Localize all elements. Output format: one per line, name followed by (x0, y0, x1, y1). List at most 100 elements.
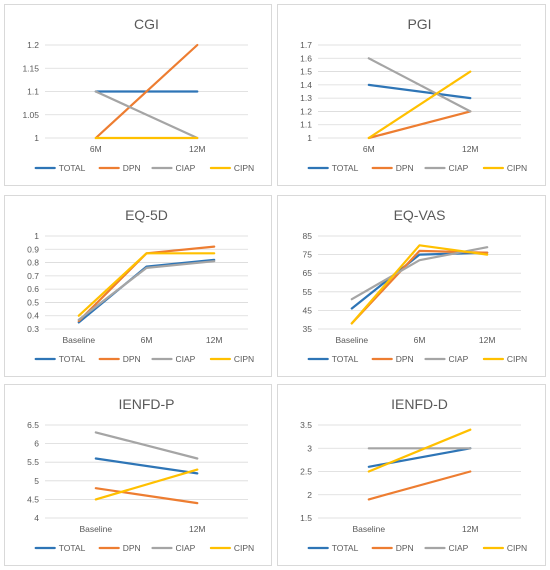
legend-label-dpn: DPN (123, 163, 141, 173)
series-line-dpn (94, 487, 199, 505)
legend-label-total: TOTAL (332, 163, 359, 173)
chart-svg-ienfd-d: IENFD-D 1.5 2 2.5 3 3.5 Baseline 12M TOTAL DPN CIA… (300, 396, 527, 553)
y-tick-label: 1 (307, 133, 312, 143)
series-line-dpn (94, 43, 199, 140)
x-tick-label: 6M (141, 335, 153, 345)
chart-panel-pgi: PGI 1 1.1 1.2 1.3 1.4 1.5 1.6 1.7 6M 12M TOTAL DPN CI… (277, 4, 546, 186)
chart-title: IENFD-P (119, 396, 175, 412)
y-tick-label: 1.2 (300, 106, 312, 116)
series-line-dpn (367, 110, 472, 140)
x-tick-label: Baseline (63, 335, 96, 345)
chart-svg-eq-5d: EQ-5D 0.3 0.4 0.5 0.6 0.7 0.8 0.9 1 Baseline 6M 12M… (27, 207, 254, 364)
legend-label-ciap: CIAP (176, 354, 196, 364)
y-tick-label: 6.5 (27, 420, 39, 430)
y-tick-label: 65 (303, 268, 313, 278)
chart-title: CGI (134, 16, 159, 32)
y-tick-label: 2 (307, 490, 312, 500)
y-tick-label: 1.5 (300, 67, 312, 77)
y-tick-label: 1 (34, 133, 39, 143)
x-tick-label: 6M (90, 144, 102, 154)
y-tick-label: 1 (34, 231, 39, 241)
legend-label-ciap: CIAP (449, 354, 469, 364)
series-line-total (350, 251, 489, 310)
x-tick-label: 12M (206, 335, 223, 345)
y-tick-label: 1.2 (27, 40, 39, 50)
chart-panel-eq-vas: EQ-VAS 35 45 55 65 75 85 Baseline 6M 12M TOTAL DPN C… (277, 195, 546, 377)
series-line-cipn (350, 244, 489, 325)
chart-panel-cgi: CGI 1 1.05 1.1 1.15 1.2 6M 12M TOTAL DPN CIAP CIPN (4, 4, 272, 186)
series-line-ciap (77, 260, 216, 321)
y-tick-label: 1.1 (300, 120, 312, 130)
y-tick-label: 0.9 (27, 244, 39, 254)
y-tick-label: 6 (34, 439, 39, 449)
chart-svg-eq-vas: EQ-VAS 35 45 55 65 75 85 Baseline 6M 12M TOTAL DPN C… (303, 207, 528, 364)
legend-label-ciap: CIAP (449, 163, 469, 173)
x-tick-label: 12M (189, 144, 206, 154)
y-tick-label: 2.5 (300, 467, 312, 477)
legend-label-dpn: DPN (396, 163, 414, 173)
x-tick-label: 12M (462, 144, 479, 154)
y-tick-label: 5 (34, 476, 39, 486)
x-tick-label: 6M (363, 144, 375, 154)
chart-panel-ienfd-p: IENFD-P 4 4.5 5 5.5 6 6.5 Baseline 12M TOTAL DPN CI… (4, 384, 272, 566)
legend-label-ciap: CIAP (449, 543, 469, 553)
series-line-ciap (367, 57, 472, 113)
y-tick-label: 0.6 (27, 284, 39, 294)
series-line-ciap (94, 431, 199, 460)
y-tick-label: 3 (307, 443, 312, 453)
legend-label-dpn: DPN (396, 543, 414, 553)
series-line-total (367, 83, 472, 100)
x-tick-label: Baseline (79, 524, 112, 534)
series-line-dpn (77, 245, 216, 323)
y-tick-label: 1.6 (300, 53, 312, 63)
series-line-total (94, 457, 199, 475)
x-tick-label: 6M (414, 335, 426, 345)
y-tick-label: 0.8 (27, 258, 39, 268)
chart-title: PGI (407, 16, 431, 32)
y-tick-label: 45 (303, 305, 313, 315)
x-tick-label: Baseline (352, 524, 385, 534)
legend-label-total: TOTAL (59, 163, 86, 173)
legend-label-cipn: CIPN (507, 354, 527, 364)
y-tick-label: 1.5 (300, 513, 312, 523)
y-tick-label: 1.15 (22, 63, 39, 73)
legend-label-dpn: DPN (123, 543, 141, 553)
y-tick-label: 85 (303, 231, 313, 241)
legend-label-dpn: DPN (396, 354, 414, 364)
chart-title: IENFD-D (391, 396, 448, 412)
x-tick-label: 12M (479, 335, 496, 345)
legend-label-cipn: CIPN (507, 163, 527, 173)
legend-label-ciap: CIAP (176, 543, 196, 553)
series-line-ciap (94, 90, 199, 140)
chart-svg-cgi: CGI 1 1.05 1.1 1.15 1.2 6M 12M TOTAL DPN CIAP CIPN (22, 16, 254, 173)
y-tick-label: 55 (303, 287, 313, 297)
y-tick-label: 35 (303, 324, 313, 334)
y-tick-label: 1.4 (300, 80, 312, 90)
y-tick-label: 1.7 (300, 40, 312, 50)
chart-svg-ienfd-p: IENFD-P 4 4.5 5 5.5 6 6.5 Baseline 12M TOTAL DPN CI… (27, 396, 254, 553)
x-tick-label: Baseline (336, 335, 369, 345)
legend-label-cipn: CIPN (234, 543, 254, 553)
legend-label-total: TOTAL (59, 543, 86, 553)
x-tick-label: 12M (189, 524, 206, 534)
series-line-cipn (367, 428, 472, 473)
chart-svg-pgi: PGI 1 1.1 1.2 1.3 1.4 1.5 1.6 1.7 6M 12M TOTAL DPN CI… (300, 16, 527, 173)
legend-label-cipn: CIPN (234, 354, 254, 364)
chart-title: EQ-5D (125, 207, 168, 223)
y-tick-label: 4 (34, 513, 39, 523)
y-tick-label: 1.1 (27, 87, 39, 97)
y-tick-label: 0.3 (27, 324, 39, 334)
y-tick-label: 4.5 (27, 494, 39, 504)
series-line-cipn (77, 252, 216, 317)
legend-label-cipn: CIPN (507, 543, 527, 553)
x-tick-label: 12M (462, 524, 479, 534)
y-tick-label: 0.4 (27, 311, 39, 321)
chart-panel-eq-5d: EQ-5D 0.3 0.4 0.5 0.6 0.7 0.8 0.9 1 Baseline 6M 12M… (4, 195, 272, 377)
y-tick-label: 0.5 (27, 297, 39, 307)
legend-label-total: TOTAL (332, 354, 359, 364)
y-tick-label: 0.7 (27, 271, 39, 281)
series-line-cipn (367, 70, 472, 140)
y-tick-label: 1.05 (22, 110, 39, 120)
legend-label-dpn: DPN (123, 354, 141, 364)
